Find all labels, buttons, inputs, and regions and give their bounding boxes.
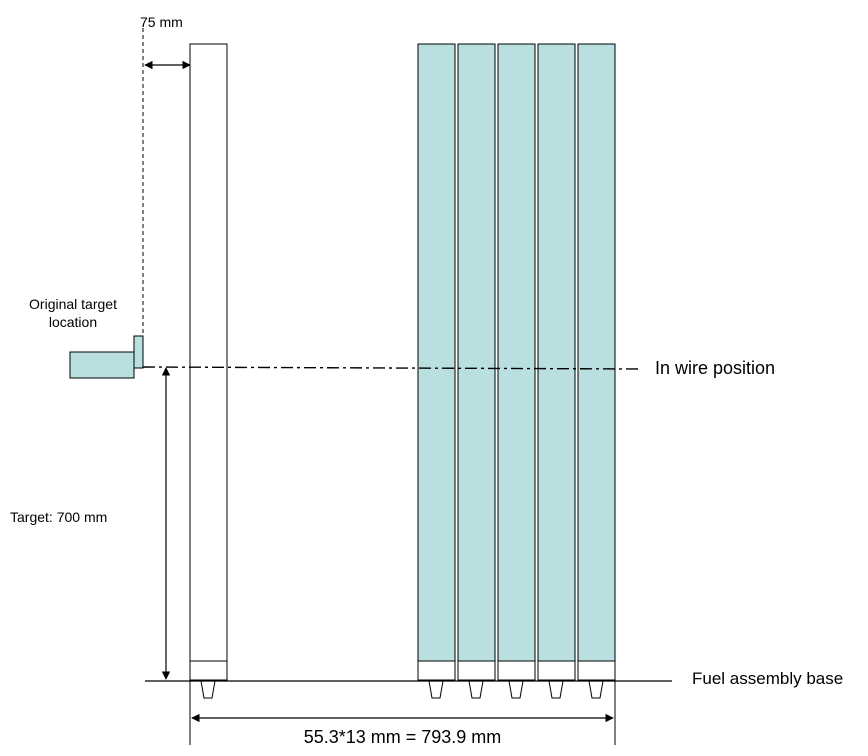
empty-rod-endcap <box>189 660 228 681</box>
target-holder-body <box>69 351 135 379</box>
fuel-rod-foot <box>508 680 524 699</box>
target-height-label: Target: 700 mm <box>10 509 108 525</box>
fuel-rod-foot <box>548 680 564 699</box>
empty-rod <box>189 43 228 662</box>
fuel-rod-endcap <box>537 660 576 681</box>
fuel-rod <box>417 43 456 662</box>
fuel-rod-foot <box>428 680 444 699</box>
in-wire-position-label: In wire position <box>655 358 776 378</box>
fuel-rod <box>537 43 576 662</box>
fuel-rod-foot <box>588 680 604 699</box>
original-target-label-line2: location <box>48 314 98 330</box>
fuel-rod-foot <box>468 680 484 699</box>
fuel-rod <box>577 43 616 662</box>
target-holder-plate <box>133 335 144 369</box>
fuel-assembly-base-label: Fuel assembly base <box>692 669 844 688</box>
fuel-rod-endcap <box>497 660 536 681</box>
fuel-rod <box>497 43 536 662</box>
in-wire-position-line <box>142 366 641 370</box>
fuel-rod-endcap <box>577 660 616 681</box>
width-dimension-label: 55.3*13 mm = 793.9 mm <box>303 727 502 747</box>
fuel-rod-group <box>417 43 616 699</box>
fuel-rod-endcap <box>457 660 496 681</box>
empty-rod-foot <box>200 680 216 699</box>
fuel-rod-endcap <box>417 660 456 681</box>
original-target-label-line1: Original target <box>29 296 117 312</box>
fuel-rod <box>457 43 496 662</box>
gap-label: 75 mm <box>140 14 183 30</box>
